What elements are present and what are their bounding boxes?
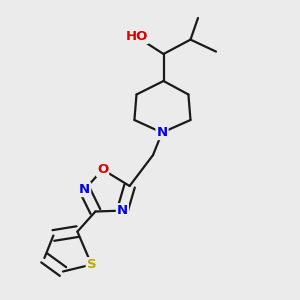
Text: N: N (117, 204, 128, 217)
Text: N: N (79, 183, 90, 196)
Text: HO: HO (125, 30, 148, 43)
Text: S: S (87, 258, 96, 271)
Text: O: O (97, 163, 108, 176)
Text: N: N (156, 126, 168, 139)
